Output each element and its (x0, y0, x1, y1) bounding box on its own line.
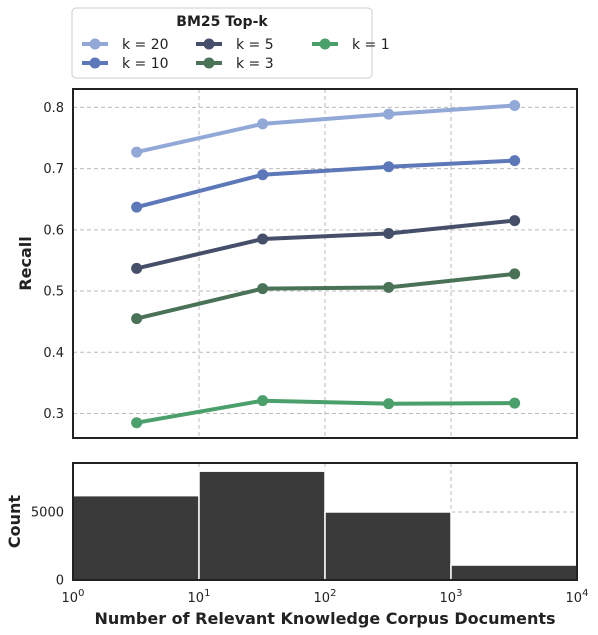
histogram-bar (450, 564, 578, 581)
legend-swatch-marker (89, 57, 101, 69)
count-plot-frame (72, 462, 578, 581)
histogram-bar (72, 494, 200, 581)
series-point-k=10 (383, 161, 395, 173)
legend-swatch-marker (89, 38, 101, 50)
x-tick-label: 102 (314, 588, 337, 606)
recall-ytick-label: 0.6 (43, 223, 64, 238)
recall-ytick-label: 0.4 (43, 346, 64, 361)
recall-ytick-label: 0.7 (43, 162, 64, 177)
x-tick-label: 100 (62, 588, 85, 606)
series-point-k=3 (131, 313, 143, 325)
legend-label: k = 20 (122, 37, 169, 53)
legend-item: k = 3 (196, 56, 274, 72)
series-line-k=10 (136, 158, 515, 210)
legend-swatch-marker (319, 38, 331, 50)
legend-swatch-marker (203, 57, 215, 69)
series-line-k=20 (136, 103, 515, 155)
x-tick-label: 104 (566, 588, 589, 606)
x-axis-title: Number of Relevant Knowledge Corpus Docu… (94, 609, 555, 628)
legend-item: k = 1 (312, 37, 390, 53)
recall-axis-title: Recall (16, 236, 35, 290)
count-axis-title: Count (5, 495, 24, 549)
x-tick-label: 101 (188, 588, 211, 606)
series-point-k=10 (131, 201, 143, 213)
series-point-k=1 (383, 398, 395, 410)
histogram-bar (198, 470, 326, 581)
series-point-k=20 (383, 108, 395, 120)
series-point-k=1 (509, 397, 521, 409)
series-point-k=5 (383, 227, 395, 239)
recall-plot-frame (72, 88, 578, 439)
series-point-k=5 (257, 233, 269, 245)
x-tick-label: 103 (440, 588, 463, 606)
count-ytick-label: 5000 (31, 505, 64, 520)
legend-item: k = 10 (82, 56, 169, 72)
series-line-k=5 (136, 218, 515, 271)
series-point-k=1 (257, 395, 269, 407)
series-point-k=3 (383, 281, 395, 293)
count-histogram: 0 5000 100 101 102 103 104 Count Number of Re… (5, 462, 589, 628)
series-point-k=3 (257, 283, 269, 295)
recall-ytick-label: 0.8 (43, 101, 64, 116)
legend-item: k = 5 (196, 37, 274, 53)
recall-ytick-label: 0.5 (43, 285, 64, 300)
series-point-k=3 (509, 268, 521, 280)
series-point-k=20 (131, 146, 143, 158)
count-ytick-label: 0 (56, 574, 64, 589)
series-point-k=10 (509, 155, 521, 167)
recall-plot: 0.3 0.4 0.5 0.6 0.7 0.8 Recall (16, 88, 578, 439)
series-line-k=3 (136, 271, 515, 321)
legend-label: k = 5 (236, 37, 274, 53)
legend-label: k = 1 (352, 37, 390, 53)
legend: BM25 Top-k k = 20 k = 10 k = 5 k = 3 k = 1 (71, 7, 390, 79)
series-point-k=5 (509, 215, 521, 227)
series-point-k=10 (257, 169, 269, 181)
series-point-k=1 (131, 417, 143, 429)
legend-title: BM25 Top-k (176, 14, 268, 30)
legend-label: k = 10 (122, 56, 169, 72)
series-line-k=1 (136, 398, 515, 425)
series-point-k=20 (257, 118, 269, 130)
legend-item: k = 20 (82, 37, 169, 53)
histogram-bar (324, 511, 452, 581)
series-point-k=5 (131, 262, 143, 274)
recall-ytick-label: 0.3 (43, 407, 64, 422)
legend-swatch-marker (203, 38, 215, 50)
series-point-k=20 (509, 100, 521, 112)
legend-label: k = 3 (236, 56, 274, 72)
